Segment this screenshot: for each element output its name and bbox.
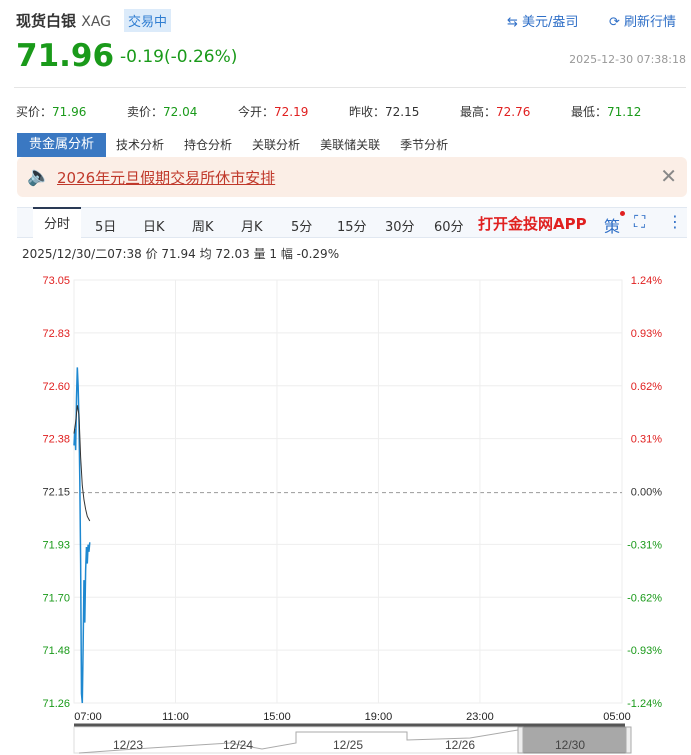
period-tab[interactable]: 60分 bbox=[434, 220, 464, 235]
y-tick-label: 71.93 bbox=[42, 539, 70, 551]
more-icon[interactable]: ⋮ bbox=[667, 212, 683, 231]
pct-tick-label: 0.93% bbox=[631, 328, 662, 340]
quote-timestamp: 2025-12-30 07:38:18 bbox=[569, 53, 686, 66]
strategy-button[interactable]: 策 bbox=[604, 217, 621, 236]
period-tabs: 分时 5日 日K 周K 月K 5分 15分 30分 60分 打开金投网APP 策 ⛶ ⋮ bbox=[17, 207, 687, 240]
analysis-tab[interactable]: 美联储关联 bbox=[320, 138, 381, 152]
instrument-code: XAG bbox=[81, 14, 112, 30]
stat-item: 最高：72.76 bbox=[460, 105, 531, 119]
pct-tick-label: -0.31% bbox=[627, 539, 662, 551]
open-app-link[interactable]: 打开金投网APP bbox=[478, 215, 587, 233]
navigator-date: 12/30 bbox=[555, 738, 585, 752]
period-tab[interactable]: 30分 bbox=[385, 220, 415, 235]
navigator-date: 12/23 bbox=[113, 738, 143, 752]
stat-item: 卖价：72.04 bbox=[127, 105, 198, 119]
period-tab[interactable]: 日K bbox=[143, 220, 165, 235]
analysis-tab[interactable]: 关联分析 bbox=[252, 138, 301, 152]
currency-link[interactable]: ⇆ 美元/盎司 bbox=[507, 15, 579, 30]
navigator-date: 12/26 bbox=[445, 738, 475, 752]
average-line bbox=[73, 405, 91, 522]
analysis-tab[interactable]: 季节分析 bbox=[400, 138, 449, 152]
y-tick-label: 72.83 bbox=[42, 328, 70, 340]
pct-tick-label: 0.31% bbox=[631, 434, 662, 446]
stat-item: 昨收：72.15 bbox=[349, 105, 420, 119]
x-tick-label: 15:00 bbox=[263, 711, 291, 723]
pct-tick-label: -1.24% bbox=[627, 698, 662, 710]
pct-tick-label: 1.24% bbox=[631, 275, 662, 287]
period-tab[interactable]: 15分 bbox=[337, 220, 367, 235]
crosshair-info: 2025/12/30/二07:38 价 71.94 均 72.03 量 1 幅 … bbox=[22, 247, 340, 261]
analysis-tabs: 贵金属分析 技术分析 持仓分析 关联分析 美联储关联 季节分析 bbox=[17, 133, 687, 157]
x-tick-label: 23:00 bbox=[466, 711, 494, 723]
period-tab[interactable]: 5日 bbox=[95, 220, 117, 235]
price-line bbox=[73, 367, 91, 704]
period-tab[interactable]: 月K bbox=[241, 220, 263, 235]
navigator-handle-right bbox=[625, 726, 632, 754]
current-price: 71.96 bbox=[16, 38, 115, 74]
y-tick-label: 71.26 bbox=[42, 698, 70, 710]
speaker-icon: 🔈 bbox=[27, 165, 51, 187]
x-tick-label: 07:00 bbox=[74, 711, 102, 723]
stat-item: 买价：71.96 bbox=[16, 105, 87, 119]
period-tab[interactable]: 周K bbox=[192, 220, 214, 235]
x-tick-label: 11:00 bbox=[162, 711, 189, 723]
y-tick-label: 71.48 bbox=[42, 645, 70, 657]
price-change: -0.19(-0.26%) bbox=[120, 47, 238, 67]
analysis-tab[interactable]: 技术分析 bbox=[116, 138, 165, 152]
y-tick-label: 72.60 bbox=[42, 381, 70, 393]
notice-banner: 🔈 2026年元旦假期交易所休市安排 ✕ bbox=[17, 157, 687, 197]
refresh-icon: ⟳ bbox=[609, 15, 620, 30]
status-badge: 交易中 bbox=[124, 9, 172, 32]
period-tab[interactable]: 分时 bbox=[33, 207, 81, 240]
x-tick-label: 19:00 bbox=[365, 711, 393, 723]
divider bbox=[14, 87, 686, 88]
instrument-title: 现货白银 XAG bbox=[16, 12, 112, 30]
stat-item: 最低：71.12 bbox=[571, 105, 642, 119]
y-tick-label: 72.15 bbox=[42, 487, 70, 499]
notification-dot bbox=[620, 211, 625, 216]
refresh-link[interactable]: ⟳ 刷新行情 bbox=[609, 15, 677, 30]
navigator-date: 12/25 bbox=[333, 738, 363, 752]
y-tick-label: 72.38 bbox=[42, 434, 70, 446]
intraday-chart[interactable]: 73.05 1.24% 72.83 0.93% 72.60 0.62% 72.38 0.31%… bbox=[0, 265, 691, 755]
navigator-sparkline bbox=[78, 729, 519, 754]
analysis-tab[interactable]: 持仓分析 bbox=[184, 138, 233, 152]
y-tick-label: 73.05 bbox=[42, 275, 70, 287]
notice-link[interactable]: 2026年元旦假期交易所休市安排 bbox=[57, 169, 276, 187]
pct-tick-label: 0.62% bbox=[631, 381, 662, 393]
navigator-handle-left bbox=[517, 726, 524, 754]
pct-tick-label: 0.00% bbox=[631, 487, 662, 499]
close-icon[interactable]: ✕ bbox=[660, 164, 677, 188]
analysis-tab[interactable]: 贵金属分析 bbox=[17, 133, 107, 157]
fullscreen-icon[interactable]: ⛶ bbox=[634, 212, 646, 231]
navigator-date: 12/24 bbox=[223, 738, 253, 752]
period-tab[interactable]: 5分 bbox=[291, 220, 313, 235]
swap-icon: ⇆ bbox=[507, 15, 518, 30]
x-tick-label: 05:00 bbox=[603, 711, 631, 723]
plot-area bbox=[73, 279, 623, 704]
pct-tick-label: -0.93% bbox=[627, 645, 662, 657]
y-tick-label: 71.70 bbox=[42, 592, 70, 604]
stat-item: 今开：72.19 bbox=[238, 105, 309, 119]
pct-tick-label: -0.62% bbox=[627, 592, 662, 604]
